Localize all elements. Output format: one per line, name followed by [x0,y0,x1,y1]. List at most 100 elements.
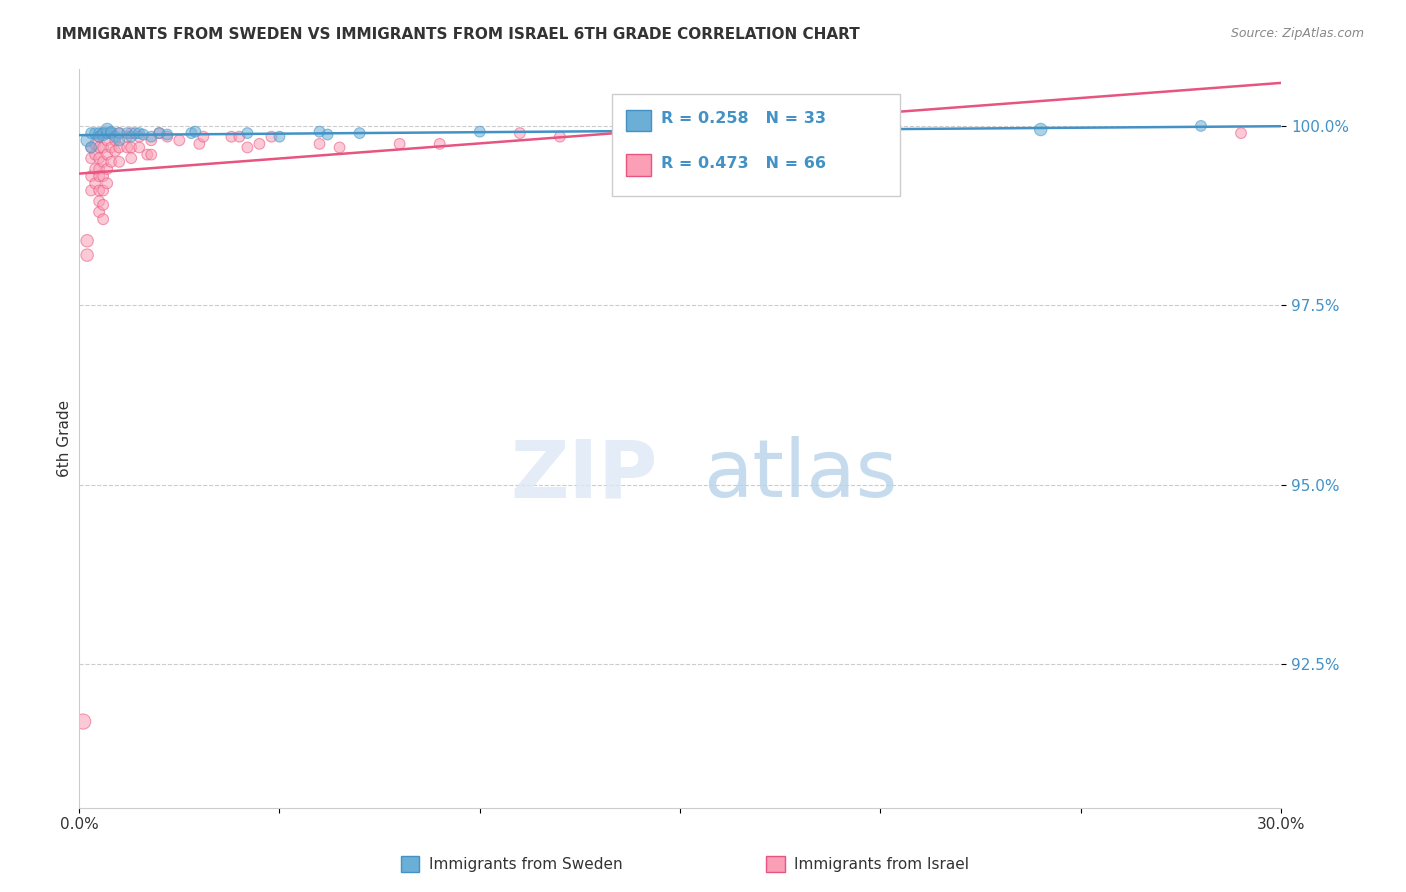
Point [91,128,114,142]
Point [76,133,98,147]
Point [388,136,411,151]
Point [180,126,202,140]
Point [89,151,111,165]
Point [91,154,114,169]
Point [429,136,451,151]
Point [89,161,111,176]
Text: R = 0.473   N = 66: R = 0.473 N = 66 [661,156,825,170]
Point [108,126,131,140]
Point [308,136,330,151]
Point [236,126,259,140]
Point [96,177,118,191]
Point [96,122,118,136]
Point [128,126,150,140]
Point [100,126,122,140]
Point [89,184,111,198]
Point [100,126,122,140]
Point [156,128,179,142]
Point [80,140,103,154]
Point [228,129,250,144]
Point [308,125,330,139]
Point [509,126,531,140]
Point [91,126,114,140]
Point [96,147,118,161]
Point [148,126,170,140]
Point [89,140,111,154]
Text: R = 0.258   N = 33: R = 0.258 N = 33 [661,112,825,126]
Point [91,169,114,183]
Point [236,140,259,154]
Point [169,133,191,147]
Point [115,140,138,154]
Text: atlas: atlas [703,436,897,514]
Point [120,129,142,144]
Text: ZIP: ZIP [510,436,658,514]
Point [84,136,107,151]
Point [89,129,111,144]
Point [91,140,114,154]
Point [104,144,127,158]
Point [89,194,111,209]
Y-axis label: 6th Grade: 6th Grade [58,400,72,476]
Point [91,184,114,198]
Point [80,184,103,198]
Point [120,151,142,165]
Point [96,133,118,147]
Point [193,129,215,144]
Point [96,126,118,140]
Point [128,140,150,154]
Point [260,129,283,144]
Point [89,205,111,219]
Point [141,147,163,161]
Point [120,140,142,154]
Point [80,151,103,165]
Point [468,125,491,139]
Point [100,140,122,154]
Point [141,129,163,144]
Point [188,136,211,151]
Point [76,248,98,262]
Text: Source: ZipAtlas.com: Source: ZipAtlas.com [1230,27,1364,40]
Point [548,129,571,144]
Point [120,126,142,140]
Point [108,133,131,147]
Point [115,129,138,144]
Point [84,126,107,140]
Point [104,133,127,147]
Text: IMMIGRANTS FROM SWEDEN VS IMMIGRANTS FROM ISRAEL 6TH GRADE CORRELATION CHART: IMMIGRANTS FROM SWEDEN VS IMMIGRANTS FRO… [56,27,860,42]
Point [124,126,146,140]
Point [156,129,179,144]
Point [115,126,138,140]
Point [316,128,339,142]
Point [80,126,103,140]
Point [148,126,170,140]
Point [104,129,127,144]
Point [84,147,107,161]
Point [108,140,131,154]
Point [84,161,107,176]
Text: Immigrants from Israel: Immigrants from Israel [794,857,969,871]
Point [100,125,122,139]
Point [91,126,114,140]
Point [349,126,371,140]
Point [76,234,98,248]
Point [1189,119,1212,133]
Point [80,169,103,183]
Point [1230,126,1253,140]
Point [108,154,131,169]
Point [84,177,107,191]
Point [1029,122,1052,136]
Point [91,212,114,227]
Point [136,147,159,161]
Point [669,129,692,144]
Point [128,129,150,144]
Point [108,126,131,140]
Point [269,129,291,144]
Point [72,714,94,729]
Point [100,154,122,169]
Point [91,198,114,212]
Point [184,125,207,139]
Point [80,140,103,154]
Text: Immigrants from Sweden: Immigrants from Sweden [429,857,623,871]
Point [89,126,111,140]
